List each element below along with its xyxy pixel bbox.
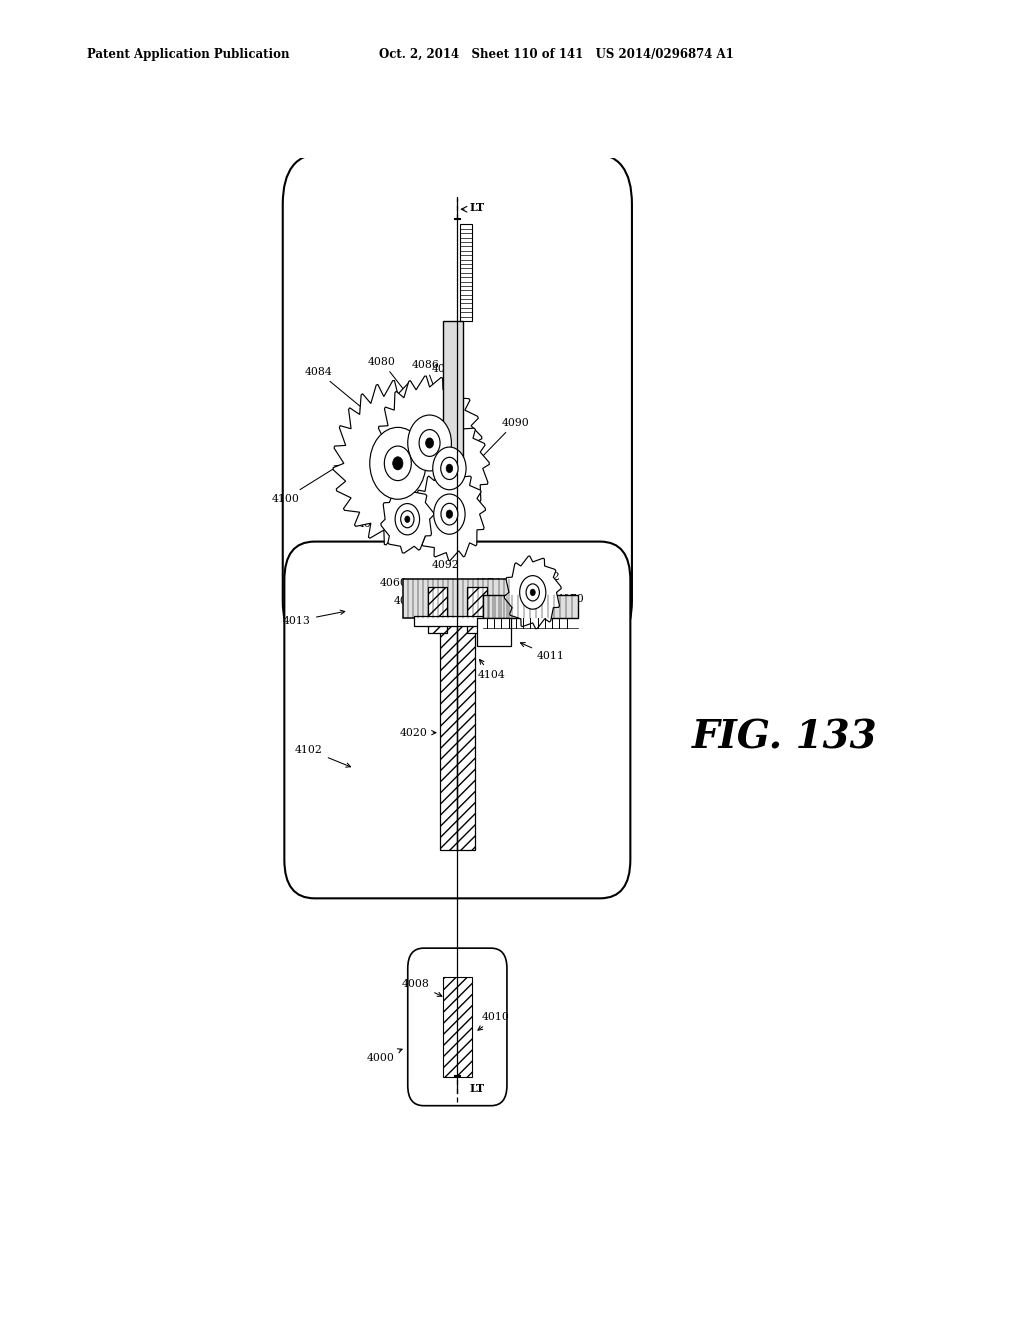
Bar bbox=[443, 321, 463, 463]
Polygon shape bbox=[414, 469, 485, 561]
Circle shape bbox=[384, 446, 412, 480]
Text: LT: LT bbox=[469, 1082, 484, 1094]
Text: 4062: 4062 bbox=[393, 595, 422, 611]
Text: 4100: 4100 bbox=[271, 466, 339, 504]
Circle shape bbox=[530, 589, 536, 595]
Polygon shape bbox=[381, 486, 434, 553]
Text: 4090: 4090 bbox=[473, 417, 529, 466]
FancyBboxPatch shape bbox=[283, 153, 632, 651]
Circle shape bbox=[392, 457, 403, 470]
FancyBboxPatch shape bbox=[408, 948, 507, 1106]
Circle shape bbox=[434, 494, 465, 535]
Circle shape bbox=[404, 516, 410, 523]
Text: 4072: 4072 bbox=[532, 572, 560, 590]
Text: LT: LT bbox=[469, 202, 484, 213]
Text: 4070: 4070 bbox=[557, 594, 585, 609]
Polygon shape bbox=[410, 417, 489, 520]
Text: FIG. 133: FIG. 133 bbox=[691, 719, 878, 756]
Text: 4082: 4082 bbox=[357, 516, 392, 529]
Text: 4011: 4011 bbox=[520, 643, 565, 661]
Circle shape bbox=[426, 438, 433, 447]
Circle shape bbox=[400, 511, 414, 528]
Circle shape bbox=[408, 414, 452, 471]
Bar bbox=[443, 977, 472, 1077]
Circle shape bbox=[440, 457, 458, 479]
Text: 4088: 4088 bbox=[408, 521, 435, 540]
Text: 4086: 4086 bbox=[412, 360, 439, 399]
Bar bbox=[477, 618, 511, 647]
Polygon shape bbox=[333, 380, 463, 546]
Circle shape bbox=[446, 465, 453, 473]
Text: Patent Application Publication: Patent Application Publication bbox=[87, 48, 290, 61]
Text: 4020: 4020 bbox=[399, 727, 436, 738]
Bar bbox=[402, 579, 514, 618]
Text: Oct. 2, 2014   Sheet 110 of 141   US 2014/0296874 A1: Oct. 2, 2014 Sheet 110 of 141 US 2014/02… bbox=[379, 48, 733, 61]
Bar bbox=[460, 224, 472, 321]
FancyBboxPatch shape bbox=[285, 541, 631, 899]
Circle shape bbox=[526, 583, 540, 601]
Text: 4094: 4094 bbox=[432, 330, 459, 374]
Bar bbox=[467, 587, 487, 634]
Circle shape bbox=[441, 503, 458, 525]
Text: 4074: 4074 bbox=[474, 578, 502, 598]
Bar bbox=[482, 595, 578, 618]
Circle shape bbox=[395, 503, 420, 535]
Circle shape bbox=[419, 429, 440, 457]
Text: 4000: 4000 bbox=[367, 1049, 402, 1063]
Bar bbox=[414, 615, 501, 626]
Text: 4102: 4102 bbox=[295, 744, 350, 767]
Text: 4084: 4084 bbox=[304, 367, 365, 411]
Polygon shape bbox=[505, 556, 561, 628]
Bar bbox=[428, 587, 447, 634]
Text: 4080: 4080 bbox=[368, 356, 410, 397]
Circle shape bbox=[433, 447, 466, 490]
Circle shape bbox=[370, 428, 426, 499]
Bar bbox=[440, 615, 475, 850]
Polygon shape bbox=[377, 376, 482, 510]
Text: 4092: 4092 bbox=[431, 550, 460, 570]
Text: 4013: 4013 bbox=[283, 610, 345, 626]
Circle shape bbox=[519, 576, 546, 609]
Text: 4104: 4104 bbox=[477, 660, 505, 680]
Text: 4008: 4008 bbox=[402, 978, 442, 997]
Text: 4010: 4010 bbox=[478, 1012, 509, 1030]
Text: 4060: 4060 bbox=[380, 578, 413, 601]
Circle shape bbox=[446, 510, 453, 519]
